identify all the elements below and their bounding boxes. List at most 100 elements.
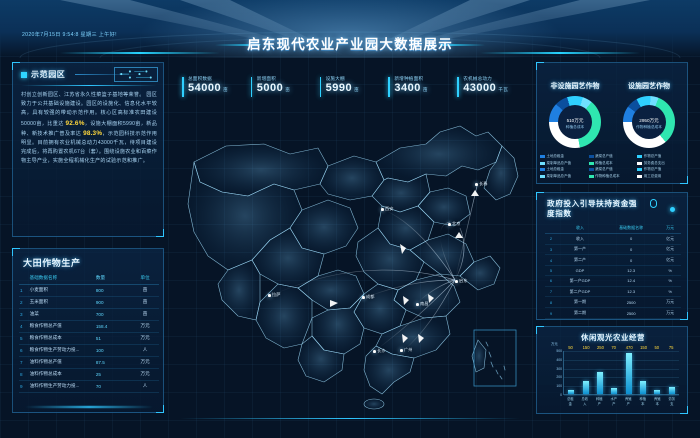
row-unit: 人 bbox=[131, 344, 159, 357]
donut-facility-title: 设施园艺作物 bbox=[628, 83, 670, 90]
bar-column[interactable]: 150 bbox=[640, 345, 647, 394]
legend-item[interactable]: 作物总产值 bbox=[637, 167, 686, 172]
kpi-value: 5990 亩 bbox=[325, 82, 360, 94]
row-name: 粮食作物总产值 bbox=[28, 320, 95, 333]
legend-item[interactable]: 作物总产值 bbox=[637, 154, 686, 159]
row-index: 2 bbox=[19, 296, 29, 309]
intro-paragraph-2-pre: 园区致力于公共基础设施建设。园区的设施化、信息化水平较高，具有较强的带动示范作用… bbox=[21, 92, 157, 127]
donut-nonfacility-ring[interactable]: 510万元 种植总成本 bbox=[549, 96, 601, 148]
kpi-card: 总面积数据 54000 亩 bbox=[182, 76, 251, 104]
map-city-dot[interactable] bbox=[400, 349, 403, 352]
row-name: 第一期 bbox=[557, 296, 603, 309]
bar-series: 50 150 250 70 470 150 50 75 bbox=[564, 345, 679, 394]
donut-nonfacility-unit: 万元 bbox=[574, 117, 584, 123]
row-index: 9 bbox=[545, 307, 557, 320]
table-row: 4 第二产 0 亿元 bbox=[545, 254, 681, 267]
field-crop-table: 基础数据名称 数量 单位 1 小麦面积 800 亩 2 玉米面积 900 亩 3 油菜 700 亩 4 粮… bbox=[19, 273, 159, 393]
kpi-unit: 亩 bbox=[223, 87, 229, 92]
map-city-dot[interactable] bbox=[416, 303, 419, 306]
row-name: 第二期 bbox=[557, 307, 603, 320]
row-name: 第二产 bbox=[557, 254, 603, 267]
kpi-card: 设施大棚 5990 亩 bbox=[319, 76, 389, 104]
legend-label: 蔬菜总产值 bbox=[595, 154, 613, 159]
map-city-label: 长春 bbox=[479, 181, 488, 186]
table-row: 4 粮食作物总产值 158.4 万元 bbox=[19, 320, 159, 333]
table-row: 6 粮食作物生产劳动力投... 100 人 bbox=[19, 344, 159, 357]
row-name: 第二产GDP bbox=[557, 286, 603, 298]
donut-facility-ring[interactable]: 2950万元 作物种植总成本 bbox=[623, 96, 675, 148]
gov-col-name: 收入 bbox=[557, 223, 603, 234]
row-unit: 万元 bbox=[131, 368, 159, 381]
map-city-dot[interactable] bbox=[373, 350, 376, 353]
legend-item[interactable]: 作物种植总成本 bbox=[588, 173, 638, 179]
map-city-dot[interactable] bbox=[362, 296, 365, 299]
x-tick-label: 总租金 bbox=[566, 397, 574, 406]
row-unit: % bbox=[659, 286, 681, 298]
row-index: 3 bbox=[19, 308, 29, 321]
bar-value-label: 75 bbox=[668, 345, 674, 350]
bar-value-label: 150 bbox=[640, 345, 648, 350]
legend-item[interactable]: 菜制单品总产值 bbox=[540, 174, 589, 179]
horticulture-crops-panel: 非设施园艺作物 510万元 种植总成本 设施园艺作物 2950万元 作物种植总成… bbox=[536, 62, 688, 184]
legend-swatch bbox=[540, 155, 545, 159]
x-tick-label: 养殖本 bbox=[653, 397, 661, 406]
page-header: 2020年7月15日 9:54:8 星期三 上午好! 启东现代农业产业园大数据展… bbox=[0, 0, 700, 58]
legend-item[interactable]: 菜制单品总产值 bbox=[540, 161, 589, 166]
kpi-value: 54000 亩 bbox=[188, 82, 229, 94]
legend-item[interactable]: 蔬菜总产值 bbox=[588, 154, 638, 159]
bar-value-label: 70 bbox=[611, 345, 616, 350]
map-city-dot[interactable] bbox=[381, 208, 384, 211]
map-city-dot[interactable] bbox=[268, 294, 271, 297]
toggle-knob-icon[interactable] bbox=[650, 199, 657, 208]
header-datetime: 2020年7月15日 9:54:8 星期三 上午好! bbox=[22, 32, 117, 38]
legend-item[interactable]: 用工总费用 bbox=[637, 174, 686, 179]
field-crop-production-panel: 大田作物生产 基础数据名称 数量 单位 1 小麦面积 800 亩 2 玉米面积 900 亩 3 油… bbox=[12, 248, 164, 413]
legend-label: 作物种植总成本 bbox=[595, 173, 620, 178]
gridline bbox=[564, 386, 679, 388]
row-index: 4 bbox=[545, 254, 557, 267]
row-index: 6 bbox=[545, 275, 557, 287]
map-city-dot[interactable] bbox=[448, 223, 451, 226]
row-unit: % bbox=[659, 275, 681, 287]
table-row: 2 收入 0 亿元 bbox=[545, 233, 681, 245]
bar-column[interactable]: 75 bbox=[668, 345, 675, 394]
x-tick-label: 种植本 bbox=[639, 397, 647, 406]
bar-rect: 75 bbox=[668, 345, 675, 394]
highlight-ratio-2: 98.3% bbox=[83, 129, 103, 137]
row-index: 6 bbox=[19, 344, 29, 357]
row-name: 第一产GDP bbox=[557, 275, 603, 287]
map-city-dot[interactable] bbox=[475, 183, 478, 186]
map-city-dot[interactable] bbox=[455, 280, 458, 283]
legend-item[interactable]: 土地总租金 bbox=[540, 167, 589, 172]
legend-item[interactable]: 劳务费总支出 bbox=[637, 161, 686, 166]
table-row: 8 油料作物总成本 25 万元 bbox=[19, 368, 159, 381]
map-city-label: 北京 bbox=[452, 221, 461, 226]
table-row: 3 第一产 0 亿元 bbox=[545, 244, 681, 256]
row-value: 12.3 bbox=[603, 265, 660, 276]
bar-rect: 150 bbox=[582, 345, 590, 394]
bar-column[interactable]: 250 bbox=[596, 345, 604, 394]
leisure-chart-title: 休闲观光农业经营 bbox=[581, 333, 645, 342]
kpi-accent-bar bbox=[182, 77, 184, 97]
china-map[interactable]: 长春 北京 西安 启东 拉萨 成都 南昌 长沙 广州 bbox=[178, 104, 526, 410]
kpi-label: 设施大棚 bbox=[325, 76, 345, 81]
x-axis-labels: 总租金 总收入 种植产 水产产 养殖产 种植本 养殖本 劳务支 bbox=[563, 396, 679, 406]
bar-column[interactable]: 150 bbox=[582, 345, 590, 394]
header-rays-decoration bbox=[19, 0, 681, 58]
bar-column[interactable]: 470 bbox=[625, 345, 633, 394]
table-row: 5 GDP 12.3% bbox=[545, 265, 681, 276]
row-name: 玉米面积 bbox=[28, 296, 95, 309]
map-city-label: 西安 bbox=[385, 206, 394, 211]
kpi-label: 新增面积 bbox=[256, 76, 276, 81]
legend-item[interactable]: 土地总租金 bbox=[540, 154, 589, 159]
legend-item[interactable]: 种植总成本 bbox=[588, 161, 638, 166]
row-index: 9 bbox=[19, 380, 29, 393]
bar-column[interactable]: 50 bbox=[654, 345, 661, 394]
row-value: 900 bbox=[94, 296, 132, 309]
bar-column[interactable]: 50 bbox=[568, 345, 575, 394]
bar-column[interactable]: 70 bbox=[611, 345, 618, 394]
kpi-unit: 亩 bbox=[285, 87, 291, 92]
donut-facility-value: 2950 bbox=[639, 117, 650, 123]
legend-item[interactable]: 蔬菜总产值 bbox=[588, 167, 638, 172]
gov-col-index bbox=[545, 223, 557, 234]
